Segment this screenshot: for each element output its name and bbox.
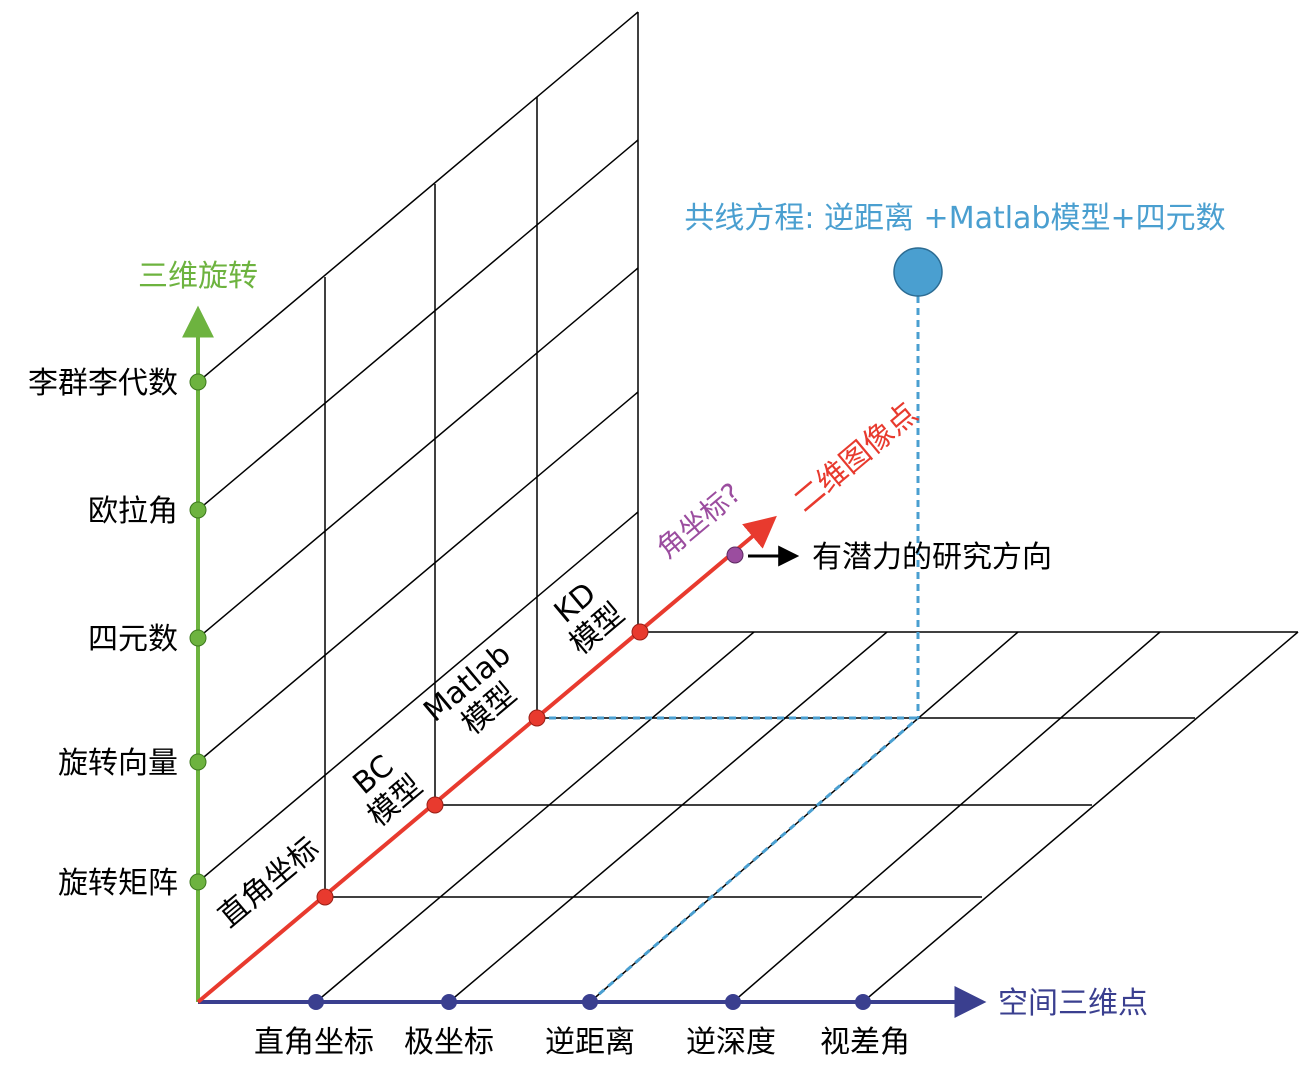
diagonal-axis-point <box>528 709 546 727</box>
grid-line <box>197 391 639 763</box>
diagonal-axis-point <box>316 888 334 906</box>
grid-line <box>732 631 1161 1003</box>
grid-line <box>448 631 888 1003</box>
vertical-axis-point <box>189 629 207 647</box>
grid-line <box>862 631 1299 1003</box>
vertical-axis-point <box>189 753 207 771</box>
horizontal-axis-points <box>308 994 871 1010</box>
vertical-axis-point <box>189 873 207 891</box>
future-point <box>726 546 744 564</box>
horizontal-axis-point <box>582 994 598 1010</box>
horizontal-axis-title: 空间三维点 <box>998 986 1148 1021</box>
diagonal-axis-point <box>631 623 649 641</box>
grid-line <box>315 631 755 1003</box>
diagonal-axis-point <box>426 796 444 814</box>
horizontal-axis-label: 视差角 <box>820 1025 910 1060</box>
diagonal-axis-label: 直角坐标 <box>212 831 326 935</box>
collinearity-point <box>893 247 943 297</box>
diagonal-axis-line <box>196 515 777 1004</box>
horizontal-axis-label: 逆距离 <box>545 1025 635 1060</box>
vertical-axis-label: 旋转矩阵 <box>58 866 178 901</box>
vertical-axis-label: 李群李代数 <box>28 366 178 401</box>
dashed-line <box>589 716 919 1004</box>
diagonal-axis-title: 二维图像点 <box>787 396 924 519</box>
grid-line <box>197 267 639 639</box>
horizontal-axis-point <box>441 994 457 1010</box>
diagonal-axis-points <box>316 546 744 906</box>
vertical-axis-point <box>189 373 207 391</box>
vertical-axis-label: 欧拉角 <box>88 494 178 529</box>
horizontal-axis-point <box>855 994 871 1010</box>
grid-line <box>197 139 639 511</box>
grid-line <box>197 511 639 883</box>
horizontal-axis-label: 极坐标 <box>404 1025 494 1060</box>
collinearity-dashed-lines <box>537 296 920 1004</box>
vertical-axis-title: 三维旋转 <box>138 259 258 294</box>
vertical-axis-label: 四元数 <box>88 622 178 657</box>
floor-grid-plane <box>315 631 1299 1003</box>
vertical-axis-points <box>189 373 207 891</box>
horizontal-axis-point <box>725 994 741 1010</box>
grid-line <box>197 11 639 383</box>
horizontal-axis-label: 逆深度 <box>686 1025 776 1060</box>
future-note: 有潜力的研究方向 <box>812 540 1052 575</box>
vertical-axis-point <box>189 501 207 519</box>
vertical-grid-plane <box>197 11 639 893</box>
horizontal-axis-point <box>308 994 324 1010</box>
horizontal-axis-label: 直角坐标 <box>254 1025 374 1060</box>
vertical-axis-label: 旋转向量 <box>58 746 178 781</box>
collinearity-label: 共线方程: 逆距离 +Matlab模型+四元数 <box>684 201 1225 236</box>
